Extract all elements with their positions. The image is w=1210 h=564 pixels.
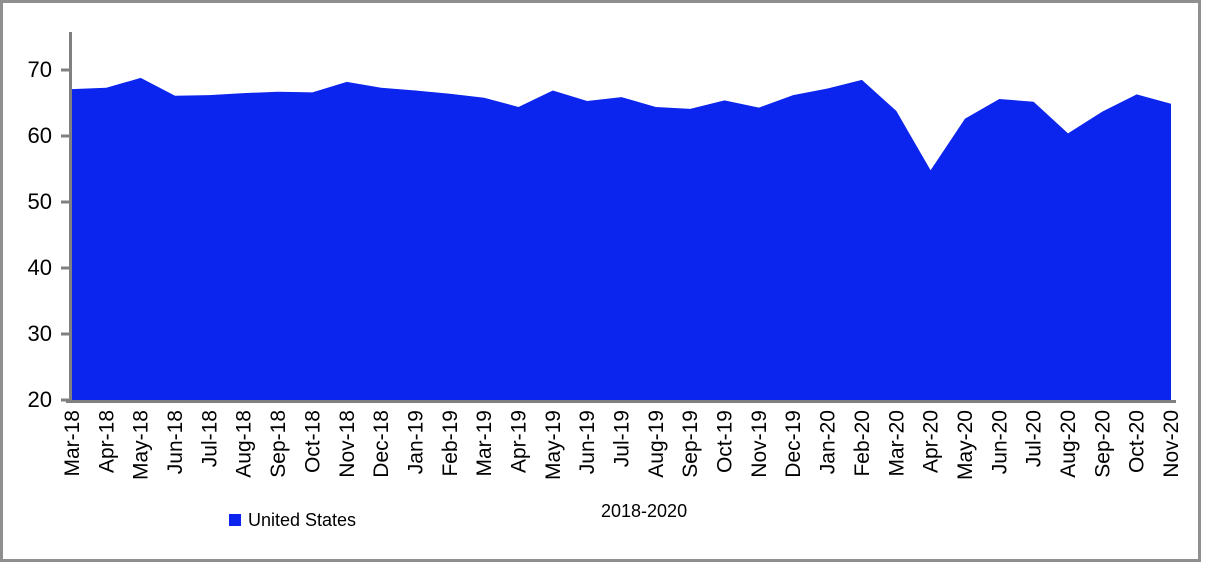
y-axis-tick — [61, 134, 69, 138]
x-axis-label: Jun-19 — [576, 410, 599, 474]
y-axis-tick — [61, 332, 69, 336]
x-axis-label: Mar-20 — [885, 410, 908, 477]
y-axis-label: 30 — [28, 321, 52, 346]
x-axis-label: Jan-20 — [817, 410, 840, 474]
x-axis-label: May-18 — [130, 410, 153, 480]
y-axis-label: 50 — [28, 189, 52, 214]
y-axis-line — [69, 32, 72, 403]
x-axis-label: Aug-18 — [233, 410, 256, 478]
x-axis-label: Jun-20 — [988, 410, 1011, 474]
legend: United States — [229, 511, 356, 529]
x-axis-label: Nov-18 — [336, 410, 359, 478]
legend-swatch-united-states — [229, 514, 241, 526]
x-axis-label: Feb-19 — [439, 410, 462, 477]
x-axis-label: Aug-19 — [645, 410, 668, 478]
y-axis-label: 60 — [28, 123, 52, 148]
x-axis-title: 2018-2020 — [601, 501, 688, 521]
x-axis-label: Dec-19 — [782, 410, 805, 478]
x-axis-label: Apr-19 — [508, 410, 531, 473]
y-axis-tick — [61, 398, 69, 402]
x-axis-label: Jul-18 — [198, 410, 221, 467]
x-axis-label: Apr-20 — [920, 410, 943, 473]
y-axis-tick — [61, 68, 69, 72]
legend-label-united-states: United States — [248, 510, 357, 530]
x-axis-line — [66, 400, 1176, 403]
x-axis-label: Oct-18 — [301, 410, 324, 473]
x-axis-label: Aug-20 — [1057, 410, 1080, 478]
x-axis-label: Oct-20 — [1126, 410, 1149, 473]
x-axis-label: Jan-19 — [404, 410, 427, 474]
x-axis-label: Nov-20 — [1160, 410, 1183, 478]
y-axis-label: 40 — [28, 255, 52, 280]
x-axis-label: Jul-19 — [611, 410, 634, 467]
x-axis-label: Nov-19 — [748, 410, 771, 478]
x-axis-label: May-20 — [954, 410, 977, 480]
x-axis-label: Sep-18 — [267, 410, 290, 478]
x-axis-label: Sep-19 — [679, 410, 702, 478]
y-axis-tick — [61, 266, 69, 270]
x-axis-label: Oct-19 — [714, 410, 737, 473]
x-axis-label: Mar-18 — [61, 410, 84, 477]
y-axis-label: 70 — [28, 57, 52, 82]
x-axis-label: Dec-18 — [370, 410, 393, 478]
x-axis-label: Mar-19 — [473, 410, 496, 477]
x-axis-label: Jun-18 — [164, 410, 187, 474]
x-axis-label: Jul-20 — [1023, 410, 1046, 467]
x-axis-label: Sep-20 — [1091, 410, 1114, 478]
x-axis-label: Feb-20 — [851, 410, 874, 477]
x-axis-label: May-19 — [542, 410, 565, 480]
y-axis-tick — [61, 200, 69, 204]
x-axis-label: Apr-18 — [95, 410, 118, 473]
area-series-united-states — [72, 77, 1171, 401]
y-axis-label: 20 — [28, 387, 52, 412]
